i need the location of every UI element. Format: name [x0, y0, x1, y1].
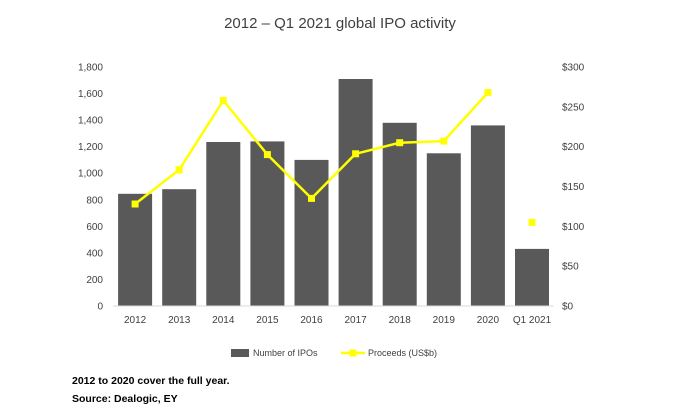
- right-tick-label: $300: [562, 63, 585, 74]
- bar-2014: [206, 142, 241, 306]
- category-label: 2020: [477, 315, 500, 326]
- bar-q1-2021: [515, 248, 549, 306]
- right-axis: $0 $50 $100 $150 $200 $250 $300: [562, 63, 585, 313]
- proceeds-point-2012: [131, 200, 139, 208]
- ipo-activity-chart: 2012 – Q1 2021 global IPO activity 0 200 4…: [78, 15, 585, 358]
- left-tick-label: 0: [97, 302, 103, 313]
- bar-2012: [118, 193, 153, 306]
- bar-2015: [250, 141, 285, 306]
- category-label: 2014: [212, 315, 235, 326]
- left-tick-label: 1,600: [78, 89, 103, 100]
- proceeds-point-2013: [175, 166, 183, 174]
- category-label: 2019: [433, 315, 456, 326]
- bar-2019: [426, 153, 461, 306]
- left-axis: 0 200 400 600 800 1,000 1,200 1,400 1,600 1,800: [78, 63, 103, 313]
- proceeds-point-2016: [308, 194, 315, 202]
- proceeds-point-2014: [219, 97, 227, 104]
- source-note: Source: Dealogic, EY: [72, 393, 178, 405]
- bar-2016: [294, 159, 329, 306]
- legend-label-ipos: Number of IPOs: [253, 348, 318, 358]
- bar-2013: [162, 189, 197, 306]
- category-label: 2013: [168, 315, 191, 326]
- category-label: 2018: [389, 315, 412, 326]
- category-label: 2016: [300, 315, 323, 326]
- bars-layer: [118, 79, 549, 307]
- footnote: 2012 to 2020 cover the full year.: [72, 375, 230, 387]
- left-tick-label: 800: [86, 195, 103, 206]
- x-axis: 2012 2013 2014 2015 2016 2017 2018 2019 2020 Q1 2…: [113, 305, 554, 326]
- right-tick-label: $200: [562, 142, 585, 153]
- left-tick-label: 1,200: [78, 142, 103, 153]
- proceeds-point-2015: [263, 151, 271, 159]
- category-label: 2015: [256, 315, 279, 326]
- legend: Number of IPOs Proceeds (US$b): [231, 348, 437, 358]
- left-tick-label: 1,000: [78, 169, 103, 180]
- left-tick-label: 400: [86, 248, 103, 259]
- right-tick-label: $150: [562, 182, 585, 193]
- proceeds-point-2018: [396, 139, 404, 147]
- chart-title: 2012 – Q1 2021 global IPO activity: [224, 15, 456, 32]
- category-label: Q1 2021: [513, 315, 552, 326]
- bar-2020: [470, 125, 505, 307]
- right-tick-label: $0: [562, 302, 574, 313]
- proceeds-point-2017: [352, 150, 360, 158]
- proceeds-point-2020: [484, 89, 492, 96]
- right-tick-label: $100: [562, 222, 585, 233]
- left-tick-label: 200: [86, 275, 103, 286]
- legend-label-proceeds: Proceeds (US$b): [368, 348, 437, 358]
- category-label: 2017: [344, 315, 367, 326]
- proceeds-line-layer: [131, 89, 536, 226]
- legend-swatch-ipos: [231, 349, 249, 357]
- right-tick-label: $250: [562, 102, 585, 113]
- left-tick-label: 600: [86, 222, 103, 233]
- bar-2018: [382, 122, 417, 306]
- left-tick-label: 1,400: [78, 116, 103, 127]
- legend-marker-proceeds: [349, 349, 357, 357]
- proceeds-point-q1-2021: [528, 218, 536, 226]
- left-tick-label: 1,800: [78, 63, 103, 74]
- category-label: 2012: [124, 315, 147, 326]
- right-tick-label: $50: [562, 262, 579, 273]
- bar-2017: [338, 79, 373, 306]
- proceeds-point-2019: [440, 137, 448, 145]
